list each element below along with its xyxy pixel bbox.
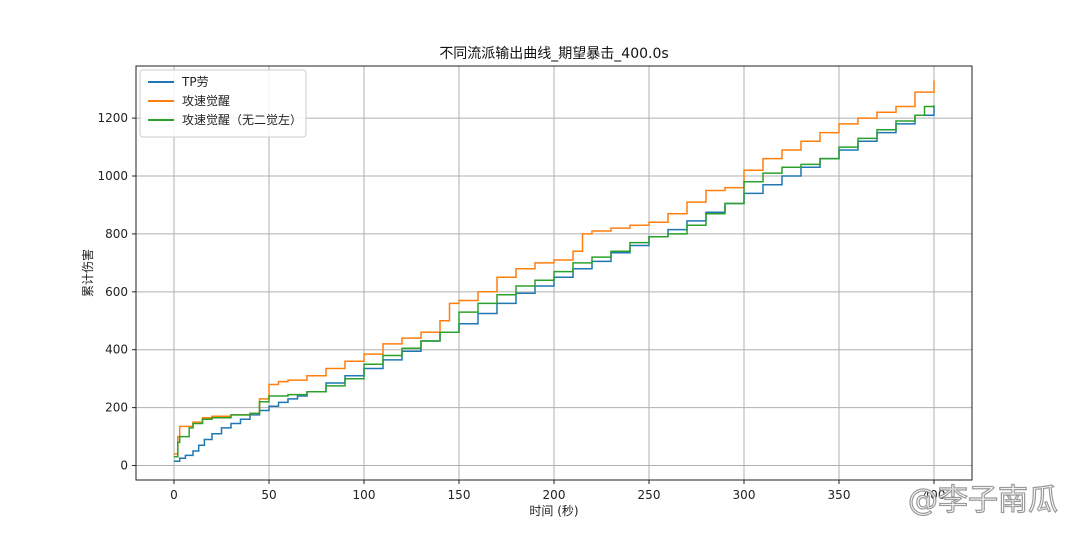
y-tick-label: 800 (105, 227, 128, 241)
series-layer (174, 80, 935, 462)
tick-layer: 0 50 100 150 200 250 300 350 400 0 200 400 600 800 100… (97, 111, 945, 502)
grid-layer (136, 66, 972, 480)
y-tick-label: 1000 (97, 169, 128, 183)
legend-label-3: 攻速觉醒（无二觉左） (182, 112, 302, 127)
x-tick-label: 200 (543, 488, 566, 502)
x-tick-label: 300 (733, 488, 756, 502)
x-tick-label: 250 (638, 488, 661, 502)
x-tick-label: 150 (448, 488, 471, 502)
y-tick-label: 200 (105, 401, 128, 415)
legend-box (139, 69, 307, 138)
x-tick-label: 50 (261, 488, 276, 502)
x-tick-label: 350 (828, 488, 851, 502)
series-line-1 (174, 106, 935, 462)
x-tick-label: 0 (170, 488, 178, 502)
y-tick-label: 600 (105, 285, 128, 299)
legend-label-1: TP劳 (181, 75, 209, 89)
y-axis-title: 累计伤害 (80, 249, 95, 297)
x-tick-label: 400 (923, 488, 946, 502)
y-tick-label: 0 (120, 459, 128, 473)
watermark-text: @李子南瓜 (908, 483, 1058, 518)
y-tick-label: 1200 (97, 111, 128, 125)
chart-title: 不同流派输出曲线_期望暴击_400.0s (439, 46, 668, 62)
series-line-3 (174, 105, 935, 458)
x-axis-title: 时间 (秒) (529, 504, 578, 518)
x-tick-label: 100 (353, 488, 376, 502)
y-tick-label: 400 (105, 343, 128, 357)
legend-label-2: 攻速觉醒 (182, 94, 230, 108)
